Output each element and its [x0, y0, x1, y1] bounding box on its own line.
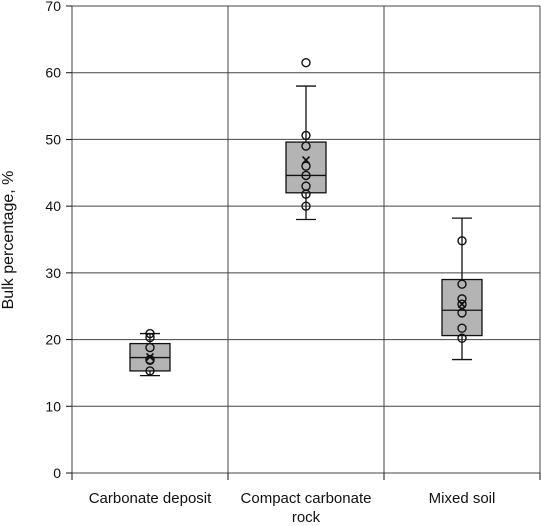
y-axis: 0 10 20 30 40 50 60 70: [45, 0, 541, 481]
x-category-label: Compact carbonate: [241, 490, 372, 507]
y-tick-label: 0: [53, 465, 61, 481]
y-axis-title: Bulk percentage, %: [0, 171, 17, 310]
y-tick-label: 30: [45, 265, 61, 281]
data-point: [301, 201, 311, 211]
mean-marker: [301, 156, 311, 165]
y-tick-label: 40: [45, 198, 61, 214]
data-point: [457, 323, 467, 333]
data-point: [145, 328, 155, 339]
data-point: [457, 236, 467, 246]
data-point: [301, 189, 311, 199]
boxes: [129, 58, 483, 377]
data-point: [457, 294, 467, 304]
data-point: [301, 130, 311, 141]
data-point: [457, 333, 467, 343]
x-axis-labels: Carbonate deposit Compact carbonate rock Mi…: [89, 490, 496, 526]
box-group: [285, 58, 327, 221]
y-tick-label: 10: [45, 398, 61, 414]
y-tick-label: 60: [45, 65, 61, 81]
x-category-label: Mixed soil: [429, 490, 496, 507]
data-point: [457, 308, 467, 318]
data-point: [145, 342, 155, 353]
mean-marker: [145, 352, 155, 361]
data-point: [301, 170, 311, 181]
x-category-label: rock: [292, 509, 321, 526]
x-category-label: Carbonate deposit: [89, 490, 212, 507]
data-point: [145, 366, 155, 376]
box-group: [441, 217, 483, 361]
data-point: [145, 332, 155, 343]
y-tick-label: 20: [45, 332, 61, 348]
grid-lines: [71, 5, 541, 474]
data-point: [457, 279, 467, 289]
data-point: [301, 58, 311, 68]
y-tick-label: 50: [45, 131, 61, 147]
data-point: [301, 161, 311, 171]
data-point: [301, 141, 311, 151]
box-group: [129, 328, 171, 377]
mean-marker: [457, 300, 467, 309]
y-tick-label: 70: [45, 0, 61, 14]
